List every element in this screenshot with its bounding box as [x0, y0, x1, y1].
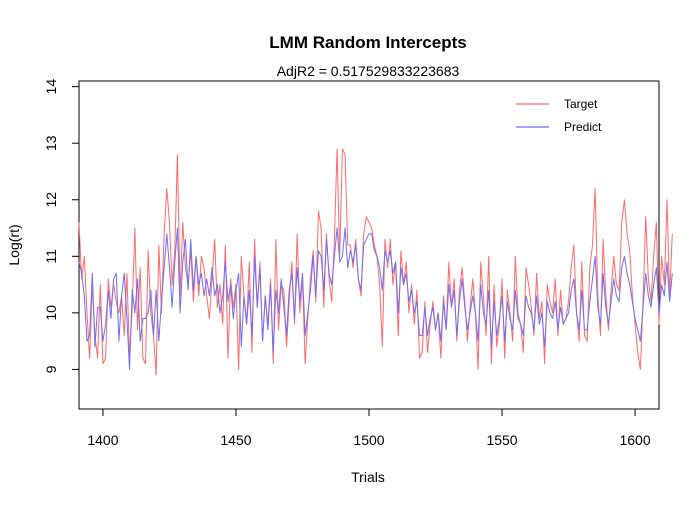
x-tick-label: 1550	[486, 432, 517, 448]
y-tick-label: 12	[43, 192, 59, 208]
series-line-predict	[78, 227, 673, 370]
chart-title: LMM Random Intercepts	[269, 33, 466, 52]
y-tick-label: 14	[43, 79, 59, 95]
series-layer	[78, 148, 673, 376]
legend-label-target: Target	[564, 97, 598, 111]
y-tick-label: 9	[43, 365, 59, 373]
legend: Target Predict	[516, 97, 602, 134]
axis-layer: 1400 1450 1500 1550 1600 9 10 11 12 13 14	[43, 79, 651, 448]
x-axis-label: Trials	[351, 469, 385, 485]
y-tick-label: 11	[43, 249, 59, 264]
y-axis-label: Log(rt)	[6, 224, 22, 265]
x-tick-label: 1400	[87, 432, 118, 448]
series-line-target	[78, 148, 673, 376]
y-tick-label: 10	[43, 305, 59, 321]
chart-subtitle: AdjR2 = 0.517529833223683	[277, 63, 460, 79]
x-tick-label: 1600	[619, 432, 650, 448]
x-tick-label: 1450	[220, 432, 251, 448]
x-tick-label: 1500	[353, 432, 384, 448]
legend-label-predict: Predict	[564, 120, 602, 134]
y-tick-label: 13	[43, 135, 59, 151]
